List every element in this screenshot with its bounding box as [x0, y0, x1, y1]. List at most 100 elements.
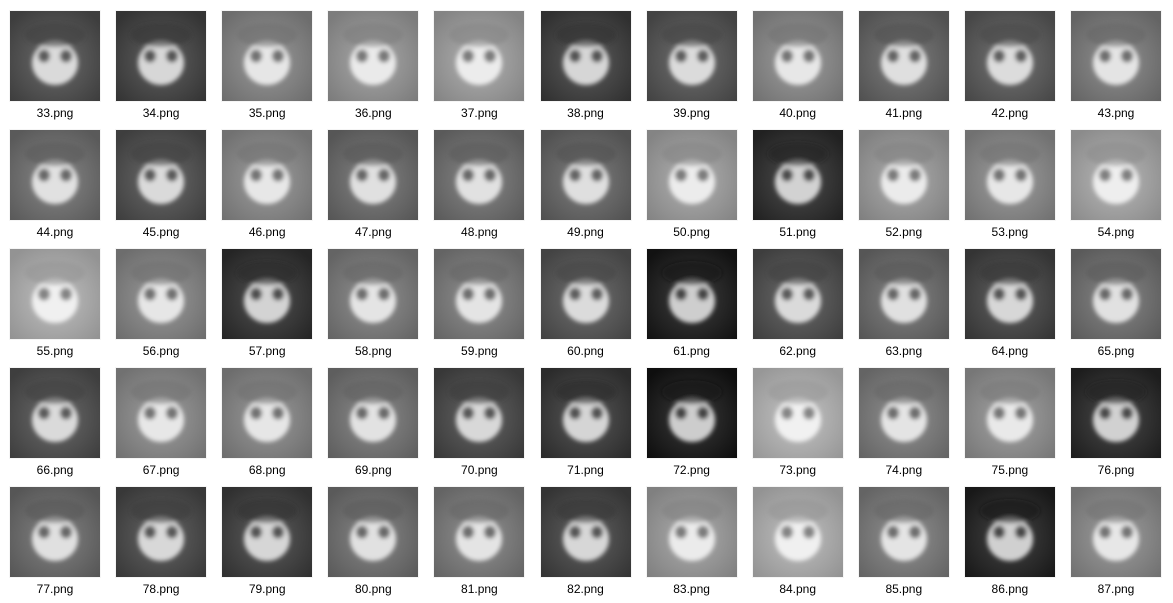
image-thumbnail[interactable] [222, 11, 313, 101]
file-item[interactable]: 45.png [111, 130, 217, 249]
file-item[interactable]: 79.png [217, 487, 323, 603]
image-thumbnail[interactable] [752, 11, 843, 101]
file-item[interactable]: 73.png [748, 368, 854, 487]
image-thumbnail[interactable] [328, 368, 419, 458]
image-thumbnail[interactable] [328, 487, 419, 577]
image-thumbnail[interactable] [10, 11, 100, 101]
image-thumbnail[interactable] [222, 368, 313, 458]
image-thumbnail[interactable] [1071, 368, 1161, 458]
file-item[interactable]: 66.png [5, 368, 111, 487]
file-item[interactable]: 80.png [323, 487, 429, 603]
image-thumbnail[interactable] [222, 487, 313, 577]
file-item[interactable]: 75.png [960, 368, 1066, 487]
image-thumbnail[interactable] [646, 487, 737, 577]
file-item[interactable]: 59.png [429, 249, 535, 368]
file-item[interactable]: 84.png [748, 487, 854, 603]
file-item[interactable]: 60.png [536, 249, 642, 368]
file-item[interactable]: 81.png [429, 487, 535, 603]
image-thumbnail[interactable] [858, 487, 949, 577]
image-thumbnail[interactable] [434, 130, 525, 220]
image-thumbnail[interactable] [116, 130, 207, 220]
image-thumbnail[interactable] [540, 249, 631, 339]
file-item[interactable]: 74.png [854, 368, 960, 487]
image-thumbnail[interactable] [10, 487, 100, 577]
image-thumbnail[interactable] [858, 130, 949, 220]
file-item[interactable]: 58.png [323, 249, 429, 368]
image-thumbnail[interactable] [858, 368, 949, 458]
image-thumbnail[interactable] [434, 249, 525, 339]
file-item[interactable]: 52.png [854, 130, 960, 249]
file-item[interactable]: 64.png [960, 249, 1066, 368]
image-thumbnail[interactable] [646, 249, 737, 339]
file-item[interactable]: 78.png [111, 487, 217, 603]
file-item[interactable]: 37.png [429, 11, 535, 130]
file-item[interactable]: 43.png [1066, 11, 1172, 130]
image-thumbnail[interactable] [858, 11, 949, 101]
file-item[interactable]: 57.png [217, 249, 323, 368]
file-item[interactable]: 83.png [642, 487, 748, 603]
file-item[interactable]: 42.png [960, 11, 1066, 130]
file-item[interactable]: 56.png [111, 249, 217, 368]
file-item[interactable]: 61.png [642, 249, 748, 368]
image-thumbnail[interactable] [1071, 249, 1161, 339]
image-thumbnail[interactable] [752, 249, 843, 339]
file-item[interactable]: 35.png [217, 11, 323, 130]
file-item[interactable]: 76.png [1066, 368, 1172, 487]
file-item[interactable]: 63.png [854, 249, 960, 368]
file-item[interactable]: 40.png [748, 11, 854, 130]
file-item[interactable]: 77.png [5, 487, 111, 603]
file-item[interactable]: 71.png [536, 368, 642, 487]
file-item[interactable]: 68.png [217, 368, 323, 487]
file-item[interactable]: 87.png [1066, 487, 1172, 603]
image-thumbnail[interactable] [116, 249, 207, 339]
file-item[interactable]: 55.png [5, 249, 111, 368]
image-thumbnail[interactable] [434, 11, 525, 101]
file-item[interactable]: 39.png [642, 11, 748, 130]
image-thumbnail[interactable] [646, 130, 737, 220]
image-thumbnail[interactable] [646, 368, 737, 458]
file-item[interactable]: 82.png [536, 487, 642, 603]
file-item[interactable]: 62.png [748, 249, 854, 368]
file-item[interactable]: 44.png [5, 130, 111, 249]
file-item[interactable]: 48.png [429, 130, 535, 249]
file-item[interactable]: 86.png [960, 487, 1066, 603]
image-thumbnail[interactable] [752, 130, 843, 220]
image-thumbnail[interactable] [328, 11, 419, 101]
file-item[interactable]: 50.png [642, 130, 748, 249]
image-thumbnail[interactable] [222, 249, 313, 339]
image-thumbnail[interactable] [434, 487, 525, 577]
file-item[interactable]: 47.png [323, 130, 429, 249]
image-thumbnail[interactable] [222, 130, 313, 220]
image-thumbnail[interactable] [964, 130, 1055, 220]
file-item[interactable]: 38.png [536, 11, 642, 130]
image-thumbnail[interactable] [116, 11, 207, 101]
file-item[interactable]: 34.png [111, 11, 217, 130]
file-item[interactable]: 33.png [5, 11, 111, 130]
image-thumbnail[interactable] [328, 249, 419, 339]
image-thumbnail[interactable] [328, 130, 419, 220]
file-item[interactable]: 65.png [1066, 249, 1172, 368]
image-thumbnail[interactable] [10, 368, 100, 458]
file-item[interactable]: 36.png [323, 11, 429, 130]
image-thumbnail[interactable] [646, 11, 737, 101]
file-item[interactable]: 69.png [323, 368, 429, 487]
image-thumbnail[interactable] [10, 130, 100, 220]
file-item[interactable]: 70.png [429, 368, 535, 487]
file-item[interactable]: 67.png [111, 368, 217, 487]
image-thumbnail[interactable] [964, 368, 1055, 458]
image-thumbnail[interactable] [540, 487, 631, 577]
file-item[interactable]: 85.png [854, 487, 960, 603]
image-thumbnail[interactable] [858, 249, 949, 339]
image-thumbnail[interactable] [964, 487, 1055, 577]
file-item[interactable]: 46.png [217, 130, 323, 249]
image-thumbnail[interactable] [1071, 130, 1161, 220]
image-thumbnail[interactable] [964, 249, 1055, 339]
file-item[interactable]: 51.png [748, 130, 854, 249]
image-thumbnail[interactable] [116, 487, 207, 577]
image-thumbnail[interactable] [1071, 487, 1161, 577]
image-thumbnail[interactable] [540, 11, 631, 101]
image-thumbnail[interactable] [540, 368, 631, 458]
image-thumbnail[interactable] [116, 368, 207, 458]
file-item[interactable]: 53.png [960, 130, 1066, 249]
file-item[interactable]: 49.png [536, 130, 642, 249]
